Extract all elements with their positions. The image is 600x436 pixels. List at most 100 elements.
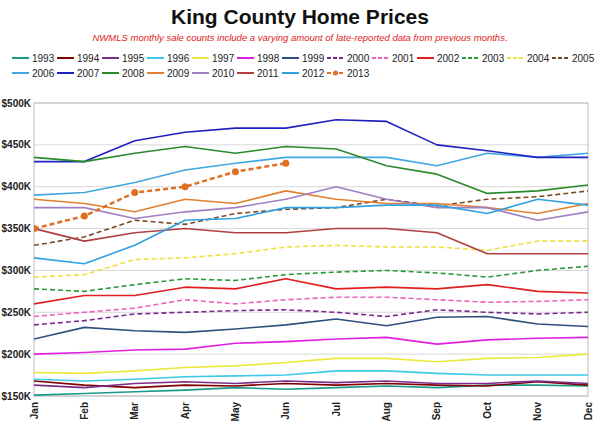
series-line [34, 381, 588, 388]
series-line [34, 147, 588, 194]
legend-swatch [192, 57, 209, 59]
x-tick-label: Dec [583, 402, 594, 421]
y-tick-label: $500K [2, 98, 32, 109]
legend-swatch [327, 57, 344, 59]
grid-line [34, 354, 588, 355]
background [0, 0, 600, 436]
x-tick-label: Mar [129, 402, 140, 420]
title: King County Home Prices [171, 5, 429, 28]
legend-label: 2012 [302, 68, 325, 79]
legend-label: 2007 [77, 68, 100, 79]
legend-label: 1999 [302, 53, 325, 64]
series-marker [81, 213, 88, 220]
plot-area [34, 120, 588, 395]
legend-label: 1993 [32, 53, 55, 64]
y-tick-label: $300K [2, 265, 32, 276]
legend-label: 2010 [212, 68, 235, 79]
x-tick-label: Nov [532, 402, 543, 421]
series-line [34, 229, 588, 254]
legend-swatch [102, 72, 119, 74]
y-tick-label: $350K [2, 223, 32, 234]
legend-label: 2002 [437, 53, 460, 64]
series-line [34, 354, 588, 373]
legend-swatch [192, 72, 209, 74]
legend-swatch [417, 57, 434, 59]
x-tick-label: Oct [482, 401, 493, 418]
series-marker [182, 183, 189, 190]
series-line [34, 163, 286, 228]
legend-swatch [147, 57, 164, 59]
legend-swatch [57, 72, 74, 74]
x-tick-label: Jul [331, 402, 342, 417]
legend-label: 2001 [392, 53, 415, 64]
legend-label: 2013 [347, 68, 370, 79]
legend-label: 2000 [347, 53, 370, 64]
series-marker [34, 225, 38, 232]
legend-label: 2011 [257, 68, 279, 79]
legend-swatch [12, 57, 29, 59]
legend-swatch [462, 57, 479, 59]
x-tick-label: Jun [280, 402, 291, 420]
legend-swatch [552, 57, 569, 59]
legend-swatch [372, 57, 389, 59]
series-line [34, 279, 588, 304]
grid-line [34, 270, 588, 271]
series-line [34, 316, 588, 339]
legend-label: 1995 [122, 53, 145, 64]
legend-swatch [102, 57, 119, 59]
grid-line [34, 228, 588, 229]
legend-label: 1998 [257, 53, 280, 64]
legend-swatch [507, 57, 524, 59]
legend-label: 2006 [32, 68, 55, 79]
series-marker [282, 160, 289, 167]
legend-label: 1997 [212, 53, 235, 64]
legend-swatch [237, 72, 254, 74]
series-line [34, 120, 588, 162]
legend-label: 1994 [77, 53, 100, 64]
legend-label: 2009 [167, 68, 190, 79]
series-line [34, 310, 588, 325]
series-line [34, 191, 588, 245]
x-axis: Jan Feb Mar Apr May Jun Jul Aug Sep Oct Nov Dec [29, 401, 594, 421]
series-line [34, 337, 588, 354]
legend-label: 2008 [122, 68, 145, 79]
y-tick-label: $150K [2, 391, 32, 402]
legend-label: 2005 [572, 53, 595, 64]
legend-swatch [12, 72, 29, 74]
series-marker [232, 168, 239, 175]
series-line [34, 187, 588, 220]
series-line [34, 297, 588, 316]
series-marker [131, 189, 138, 196]
y-tick-label: $400K [2, 181, 32, 192]
legend-swatch [147, 72, 164, 74]
series-line [34, 266, 588, 291]
x-tick-label: Apr [180, 402, 191, 419]
legend-marker [333, 71, 338, 76]
series-line [34, 381, 588, 388]
series-line [34, 241, 588, 277]
series-line [34, 153, 588, 195]
legend-swatch [57, 57, 74, 59]
chart-svg: King County Home Prices NWMLS monthly sal… [0, 0, 600, 436]
y-tick-label: $450K [2, 139, 32, 150]
series-line [34, 191, 588, 214]
y-tick-label: $250K [2, 307, 32, 318]
x-tick-label: Feb [79, 402, 90, 420]
legend-swatch [237, 57, 254, 59]
legend-swatch [282, 72, 299, 74]
legend-label: 1996 [167, 53, 190, 64]
x-tick-label: May [230, 402, 241, 422]
legend: 1993 1994 1995 1996 1997 1998 1999 2000 2001 2002… [12, 53, 595, 79]
x-tick-label: Jan [29, 402, 40, 419]
plot-frame [34, 103, 588, 396]
series-line [34, 199, 588, 263]
y-axis: $150K $200K $250K $300K $350K $400K $450K $500K [2, 98, 588, 402]
x-tick-label: Aug [381, 402, 392, 421]
chart-container: King County Home Prices NWMLS monthly sal… [0, 0, 600, 436]
y-tick-label: $200K [2, 349, 32, 360]
grid-line [34, 144, 588, 145]
legend-label: 2004 [527, 53, 550, 64]
x-tick-label: Sep [431, 402, 442, 420]
subtitle: NWMLS monthly sale counts include a vary… [92, 32, 507, 43]
legend-swatch [282, 57, 299, 59]
